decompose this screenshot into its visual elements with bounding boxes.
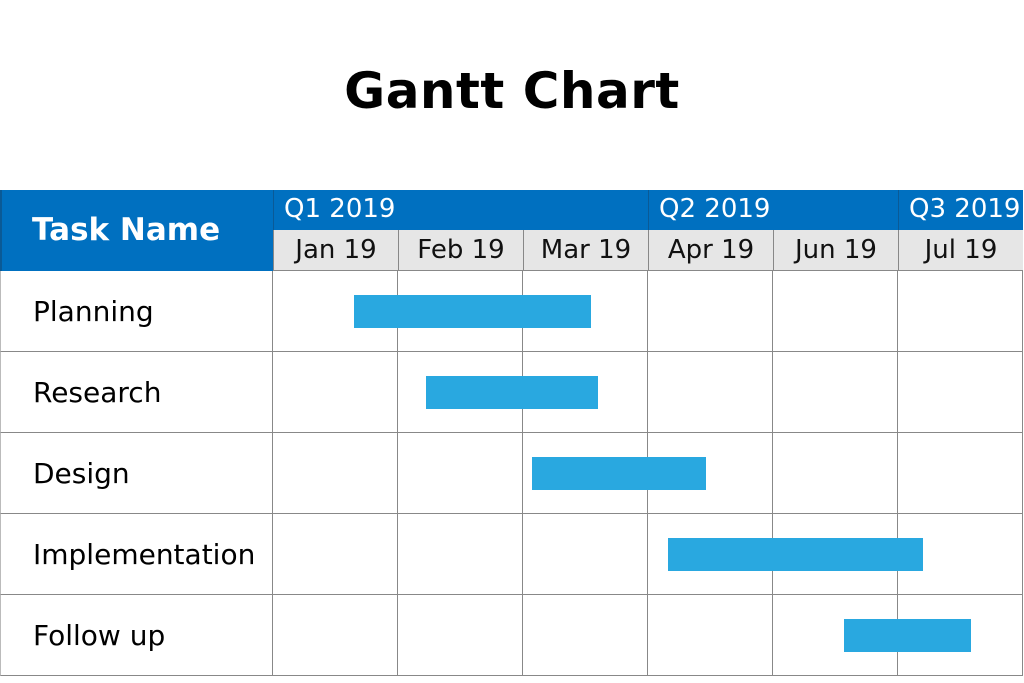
- grid-cell: [773, 433, 898, 514]
- month-header: Mar 19: [523, 230, 648, 271]
- task-label: Planning: [0, 271, 273, 352]
- grid-cell: [648, 595, 773, 676]
- grid-cell: [398, 514, 523, 595]
- grid-cell: [523, 271, 648, 352]
- grid-cell: [523, 595, 648, 676]
- grid-cell: [273, 595, 398, 676]
- month-header: Jul 19: [898, 230, 1023, 271]
- grid-cell: [898, 514, 1023, 595]
- grid-cell: [898, 271, 1023, 352]
- task-label: Research: [0, 352, 273, 433]
- grid-cell: [523, 352, 648, 433]
- month-header: Jan 19: [273, 230, 398, 271]
- quarter-header: Q1 2019: [273, 190, 648, 230]
- task-label: Design: [0, 433, 273, 514]
- task-label: Follow up: [0, 595, 273, 676]
- grid-cell: [648, 271, 773, 352]
- grid-cell: [273, 433, 398, 514]
- grid-cell: [773, 271, 898, 352]
- month-header: Apr 19: [648, 230, 773, 271]
- grid-cell: [273, 352, 398, 433]
- task-label: Implementation: [0, 514, 273, 595]
- grid-cell: [898, 595, 1023, 676]
- task-bar: [668, 538, 923, 571]
- chart-title: Gantt Chart: [344, 62, 680, 120]
- grid-cell: [523, 514, 648, 595]
- task-name-header: Task Name: [0, 190, 273, 271]
- quarter-header: Q2 2019: [648, 190, 898, 230]
- gantt-chart: Task Name Q1 2019 Q2 2019 Q3 2019 Jan 19 Feb…: [0, 190, 1024, 677]
- task-bar: [531, 457, 706, 490]
- grid-cell: [773, 352, 898, 433]
- quarter-header: Q3 2019: [898, 190, 1023, 230]
- grid-cell: [898, 352, 1023, 433]
- grid-cell: [648, 352, 773, 433]
- grid-cell: [398, 433, 523, 514]
- grid-cell: [273, 514, 398, 595]
- task-bar: [844, 619, 971, 652]
- grid-cell: [398, 595, 523, 676]
- task-bar: [354, 295, 591, 328]
- grid-cell: [648, 433, 773, 514]
- month-header: Jun 19: [773, 230, 898, 271]
- month-header: Feb 19: [398, 230, 523, 271]
- grid-cell: [898, 433, 1023, 514]
- task-bar: [425, 376, 598, 409]
